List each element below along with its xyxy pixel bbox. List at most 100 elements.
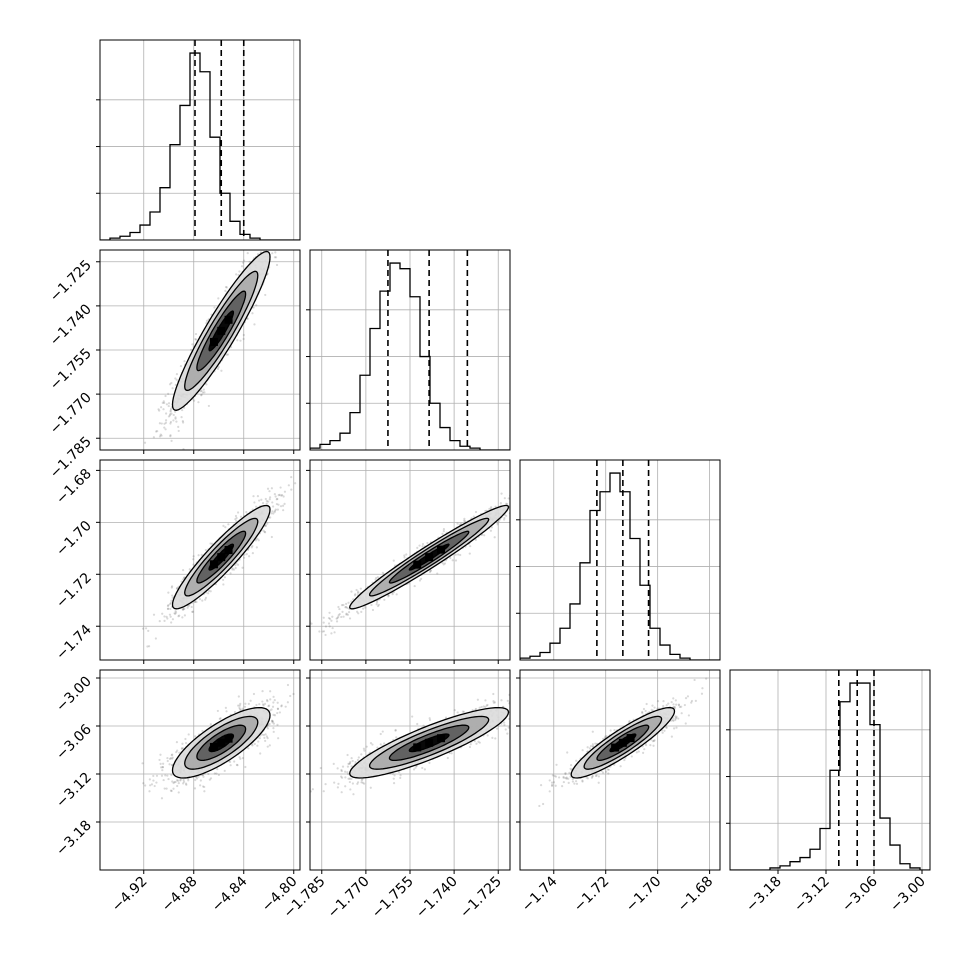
sample-point	[270, 512, 273, 515]
sample-point	[167, 404, 170, 408]
sample-point	[257, 539, 260, 542]
sample-point	[512, 493, 514, 495]
sample-point	[200, 553, 203, 556]
density-peak	[413, 560, 422, 569]
sample-point	[279, 505, 283, 508]
sample-point	[163, 619, 166, 622]
panel-frame	[729, 669, 931, 871]
sample-point	[318, 630, 321, 633]
sample-point	[167, 591, 170, 594]
sample-point	[225, 710, 228, 713]
sample-point	[273, 221, 275, 223]
panel-frame	[309, 249, 511, 451]
sample-point	[360, 610, 363, 613]
sample-point	[283, 490, 287, 493]
sample-point	[158, 620, 161, 623]
sample-point	[278, 244, 280, 246]
sample-point	[511, 507, 513, 509]
sample-point	[277, 242, 279, 244]
sample-point	[280, 494, 283, 497]
sample-point	[199, 390, 202, 393]
sample-point	[274, 251, 277, 254]
sample-point	[359, 587, 362, 590]
sample-point	[239, 709, 242, 712]
sample-point	[158, 409, 161, 412]
sample-point	[182, 780, 186, 783]
sample-point	[505, 514, 508, 517]
sample-point	[165, 403, 169, 406]
sample-point	[216, 709, 219, 713]
sample-point	[184, 737, 187, 741]
sample-point	[261, 690, 264, 693]
sample-point	[229, 572, 232, 575]
sample-point	[275, 247, 277, 249]
sample-point	[234, 566, 237, 570]
sample-point	[237, 273, 240, 277]
sample-point	[168, 613, 172, 616]
sample-point	[294, 482, 297, 485]
sample-point	[166, 759, 169, 763]
sample-point	[225, 286, 228, 289]
sample-point	[474, 538, 477, 541]
sample-point	[277, 503, 280, 506]
sample-point	[269, 496, 272, 499]
density-peak	[217, 326, 226, 335]
sample-point	[451, 559, 454, 562]
sample-point	[469, 545, 472, 548]
sample-point	[403, 554, 406, 557]
scatter-panel-1-3	[100, 460, 300, 660]
sample-point	[345, 605, 348, 609]
sample-point	[532, 489, 534, 491]
sample-point	[273, 256, 277, 259]
sample-point	[253, 323, 256, 326]
sample-point	[345, 613, 348, 616]
sample-point	[387, 595, 390, 598]
sample-point	[335, 617, 338, 620]
sample-point	[545, 479, 547, 481]
sample-point	[209, 723, 212, 726]
sample-point	[171, 387, 174, 390]
sample-point	[160, 422, 163, 425]
sample-point	[272, 695, 275, 698]
sample-point	[251, 744, 254, 747]
sample-point	[178, 614, 181, 617]
sample-point	[237, 695, 240, 698]
sample-point	[227, 523, 230, 526]
sample-point	[163, 426, 166, 429]
sample-point	[170, 585, 174, 588]
sample-point	[395, 593, 398, 596]
sample-point	[234, 514, 238, 518]
sample-point	[170, 764, 174, 767]
sample-point	[493, 536, 496, 539]
sample-point	[175, 420, 178, 423]
histogram-panel-4	[730, 670, 930, 870]
sample-point	[183, 360, 186, 363]
sample-point	[224, 289, 227, 292]
sample-point	[260, 733, 264, 736]
sample-point	[489, 529, 493, 532]
sample-point	[175, 373, 179, 376]
sample-point	[209, 542, 212, 545]
sample-point	[239, 515, 243, 518]
sample-point	[375, 603, 378, 606]
sample-point	[272, 512, 275, 515]
sample-point	[181, 408, 184, 412]
sample-point	[211, 542, 214, 545]
sample-point	[350, 600, 353, 603]
density-peak	[437, 545, 446, 554]
density-peak	[425, 553, 434, 562]
sample-point	[152, 436, 155, 439]
sample-point	[192, 563, 195, 566]
sample-point	[472, 515, 475, 518]
sample-point	[193, 399, 196, 402]
sample-point	[161, 401, 164, 405]
sample-point	[222, 583, 225, 586]
sample-point	[159, 433, 162, 436]
sample-point	[280, 705, 283, 708]
sample-point	[216, 367, 220, 370]
sample-point	[324, 633, 327, 637]
sample-point	[403, 556, 406, 559]
sample-point	[405, 553, 408, 556]
sample-point	[216, 768, 219, 771]
sample-point	[143, 441, 147, 444]
